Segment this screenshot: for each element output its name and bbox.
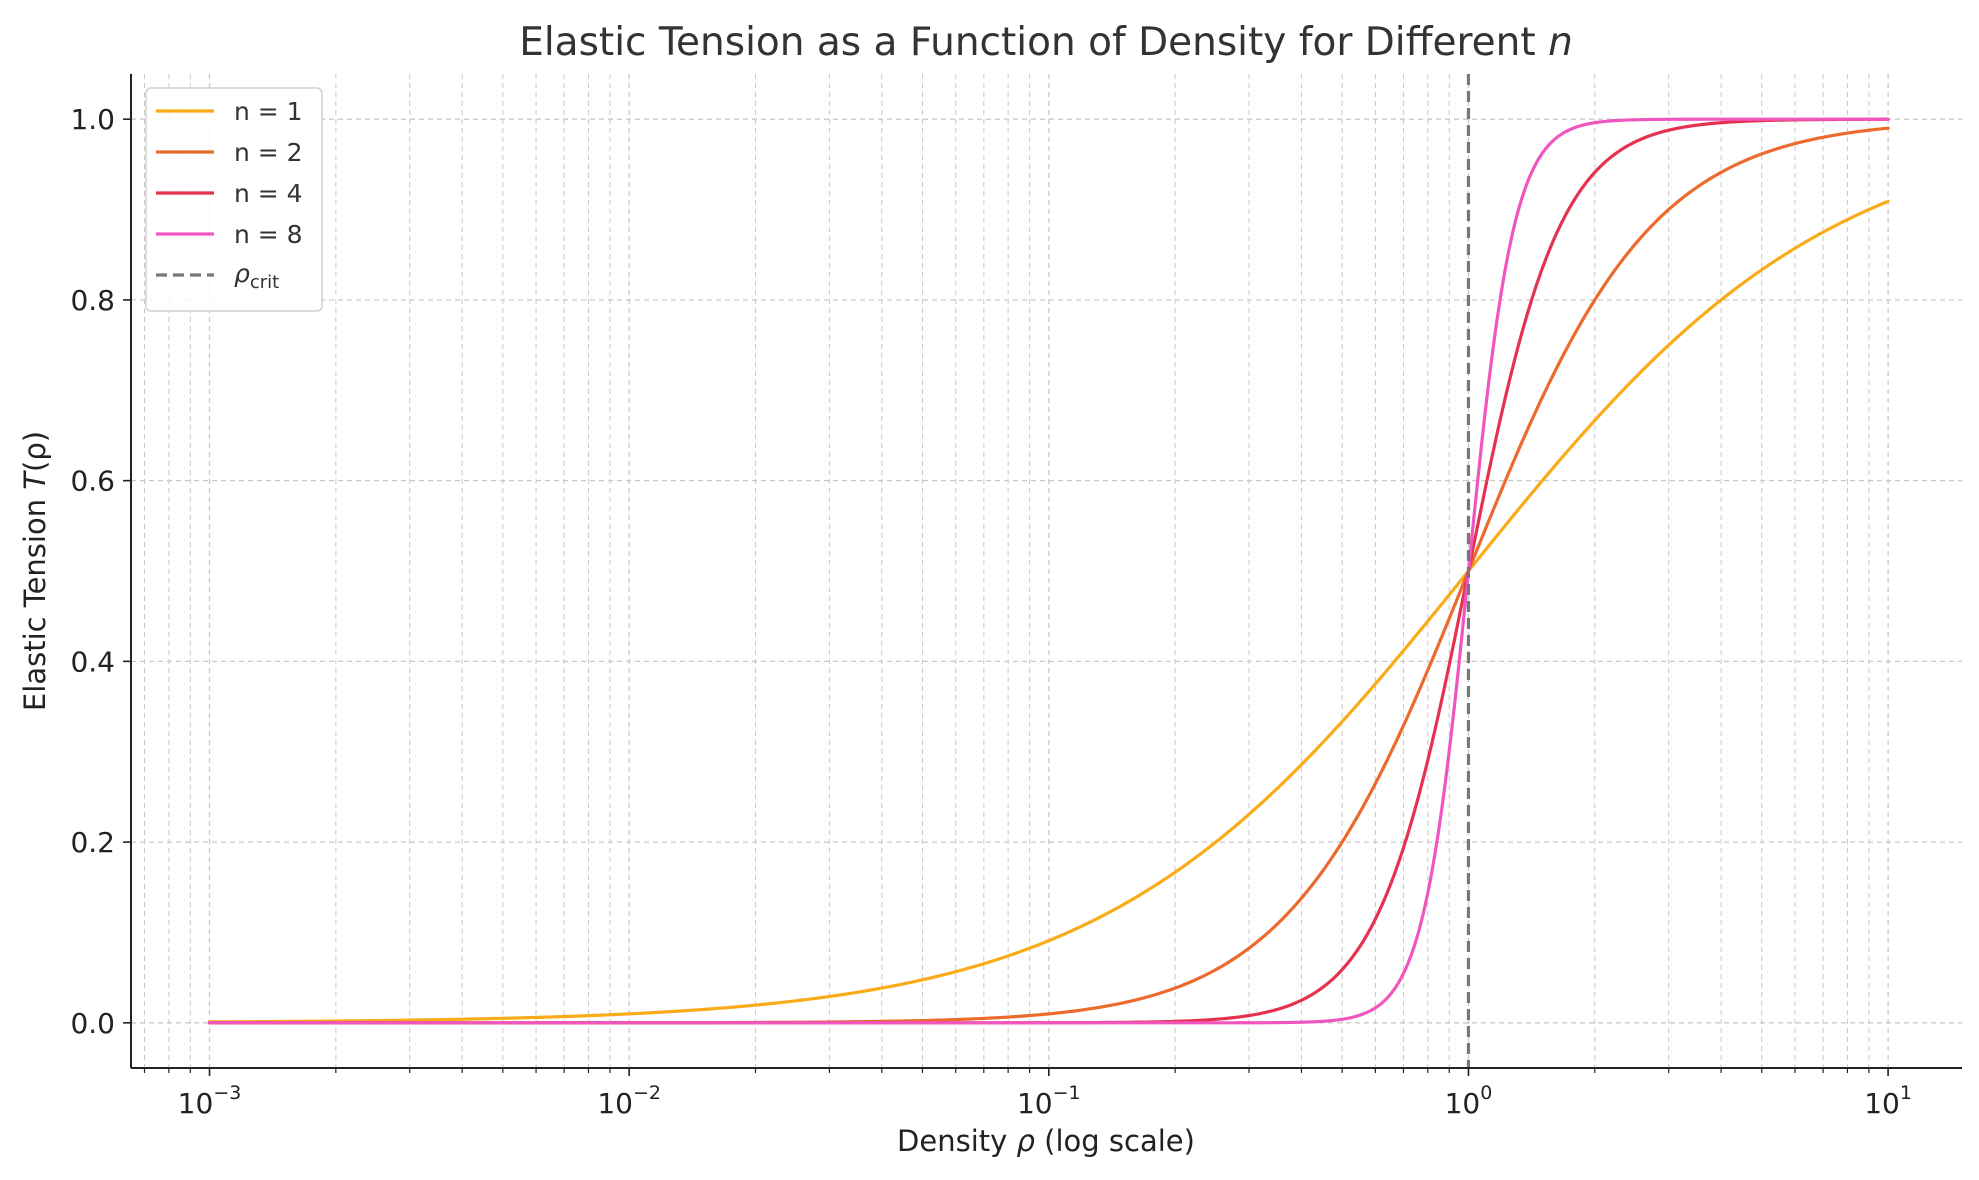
- axes: [130, 74, 1962, 1069]
- plot-area: [207, 117, 1890, 1025]
- y-tick-label: 0.6: [70, 465, 115, 498]
- x-tick-label: 101: [1864, 1082, 1912, 1120]
- legend-label-n-2: n = 2: [234, 138, 303, 167]
- x-tick-label: 10−1: [1017, 1082, 1081, 1120]
- legend-label-n-8: n = 8: [234, 220, 303, 249]
- series-line-n-8: [207, 117, 1890, 1025]
- x-tick-label: 10−2: [597, 1082, 661, 1120]
- legend-label-n-1: n = 1: [234, 97, 303, 126]
- legend-label-rho: ρ: [234, 259, 250, 288]
- x-tick-label-base: 10: [178, 1087, 214, 1120]
- y-tick-label: 1.0: [70, 103, 115, 136]
- legend-label-rho-crit: ρcrit: [234, 259, 279, 293]
- y-tick-label: 0.4: [70, 645, 115, 678]
- x-tick-label-exponent: −2: [633, 1082, 661, 1104]
- x-tick-label: 100: [1445, 1082, 1493, 1120]
- x-tick-label-exponent: −1: [1053, 1082, 1081, 1104]
- x-tick-label-exponent: 0: [1480, 1082, 1492, 1104]
- x-tick-label-base: 10: [597, 1087, 633, 1120]
- x-ticks: 10−3 10−2 10−1 100 101: [143, 1068, 1912, 1120]
- y-tick-label: 0.2: [70, 826, 115, 859]
- series-line-n-1: [207, 199, 1890, 1024]
- legend-box: [145, 87, 323, 312]
- x-tick-label-base: 10: [1864, 1087, 1900, 1120]
- legend-label-crit-subscript: crit: [250, 272, 279, 293]
- grid-lines: [131, 74, 1962, 1068]
- y-tick-label: 0.0: [70, 1007, 115, 1040]
- y-axis-label: Elastic Tension T(ρ): [18, 431, 52, 711]
- y-tick-label: 0.8: [70, 284, 115, 317]
- x-axis-label: Density ρ (log scale): [897, 1124, 1195, 1158]
- x-tick-label-base: 10: [1445, 1087, 1481, 1120]
- legend-label-n-4: n = 4: [234, 179, 303, 208]
- y-ticks: 0.0 0.2 0.4 0.6 0.8 1.0: [70, 103, 131, 1040]
- chart-title: Elastic Tension as a Function of Density…: [519, 20, 1573, 65]
- x-tick-label-exponent: 1: [1900, 1082, 1912, 1104]
- x-tick-label-base: 10: [1017, 1087, 1053, 1120]
- x-tick-label: 10−3: [178, 1082, 242, 1120]
- legend: n = 1 n = 2 n = 4 n = 8 ρcrit: [145, 87, 323, 312]
- x-tick-label-exponent: −3: [213, 1082, 241, 1104]
